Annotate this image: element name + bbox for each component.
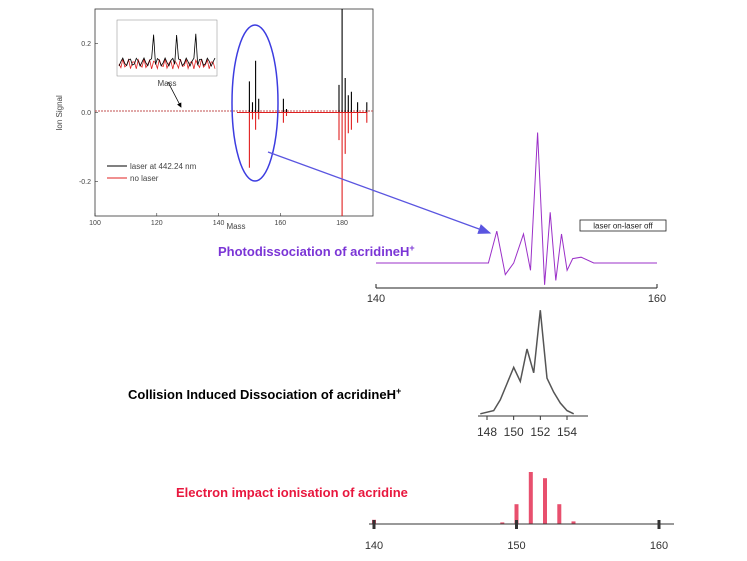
x-axis-label: Mass	[226, 222, 245, 231]
inset-x-label: Mass	[157, 79, 176, 88]
x-tick-label: 120	[151, 220, 163, 227]
ei-panel: Electron impact ionisation of acridine 1…	[176, 472, 674, 552]
inset-laser-trace	[118, 33, 216, 68]
ei-title: Electron impact ionisation of acridine	[176, 485, 408, 500]
photo-legend-text: laser on-laser off	[593, 222, 653, 231]
ei-tick-label: 140	[365, 540, 383, 552]
cid-tick-label: 150	[504, 425, 524, 439]
y-tick-label: -0.2	[79, 179, 91, 186]
main-spectrum-panel: Ion Signal Mass 100 120 140 160 180 0.2 0.0 -0…	[55, 8, 374, 231]
series-no-laser-line	[237, 111, 368, 216]
cid-x-ticks: 148 150 152 154	[477, 416, 577, 439]
x-tick-label: 100	[89, 220, 101, 227]
photodissociation-title: Photodissociation of acridineH+	[218, 243, 415, 259]
cid-spectrum-trace	[480, 310, 575, 415]
legend-label-laser: laser at 442.24 nm	[130, 162, 197, 171]
cid-panel: Collision Induced Dissociation of acridi…	[128, 310, 588, 439]
legend-label-no-laser: no laser	[130, 174, 159, 183]
photo-spectrum-trace	[376, 132, 657, 285]
ei-tick-mark	[372, 520, 376, 529]
photo-tick-label: 140	[367, 293, 385, 305]
inset-no-laser-trace	[118, 58, 216, 71]
main-series-group	[237, 9, 368, 216]
x-tick-label: 180	[336, 220, 348, 227]
photo-tick-label: 160	[648, 293, 666, 305]
cid-tick-label: 148	[477, 425, 497, 439]
highlight-ellipse	[231, 24, 279, 182]
y-tick-labels: 0.2 0.0 -0.2	[79, 41, 98, 186]
ei-bar	[514, 504, 519, 524]
x-tick-label: 140	[213, 220, 225, 227]
noise-inset: Mass	[116, 19, 218, 108]
ei-tick-mark	[515, 520, 518, 529]
y-tick-label: 0.2	[81, 41, 91, 48]
ei-tick-label: 150	[507, 540, 525, 552]
photo-legend-box	[579, 219, 667, 232]
ei-bar	[571, 521, 576, 524]
ei-x-ticks: 140 150 160	[365, 520, 668, 552]
ei-bar	[543, 478, 547, 524]
main-legend: laser at 442.24 nm no laser	[107, 162, 197, 183]
photodissociation-panel: Photodissociation of acridineH+ laser on…	[218, 132, 667, 305]
cid-tick-label: 154	[557, 425, 577, 439]
ei-tick-mark	[657, 520, 661, 529]
inset-pointer-arrow	[167, 81, 182, 108]
cid-tick-label: 152	[530, 425, 550, 439]
y-axis-label: Ion Signal	[55, 95, 64, 131]
ei-bar	[557, 504, 562, 524]
ei-tick-label: 160	[650, 540, 668, 552]
x-tick-label: 160	[274, 220, 286, 227]
ei-bar	[500, 522, 505, 524]
cid-title: Collision Induced Dissociation of acridi…	[128, 386, 401, 402]
photo-x-ticks: 140 160	[367, 284, 666, 305]
ei-bar	[528, 472, 533, 524]
zoom-arrow	[267, 151, 492, 234]
y-tick-label: 0.0	[81, 110, 91, 117]
